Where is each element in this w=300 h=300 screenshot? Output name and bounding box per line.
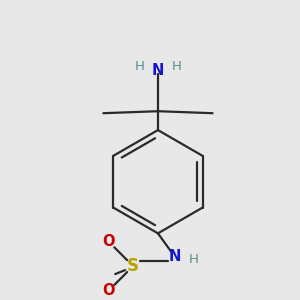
- Text: N: N: [169, 249, 181, 264]
- Text: S: S: [127, 257, 139, 275]
- Text: H: H: [189, 253, 199, 266]
- Text: H: H: [135, 60, 145, 73]
- Text: H: H: [172, 60, 182, 73]
- Text: O: O: [102, 234, 115, 249]
- Text: N: N: [152, 63, 164, 78]
- Text: O: O: [102, 284, 115, 298]
